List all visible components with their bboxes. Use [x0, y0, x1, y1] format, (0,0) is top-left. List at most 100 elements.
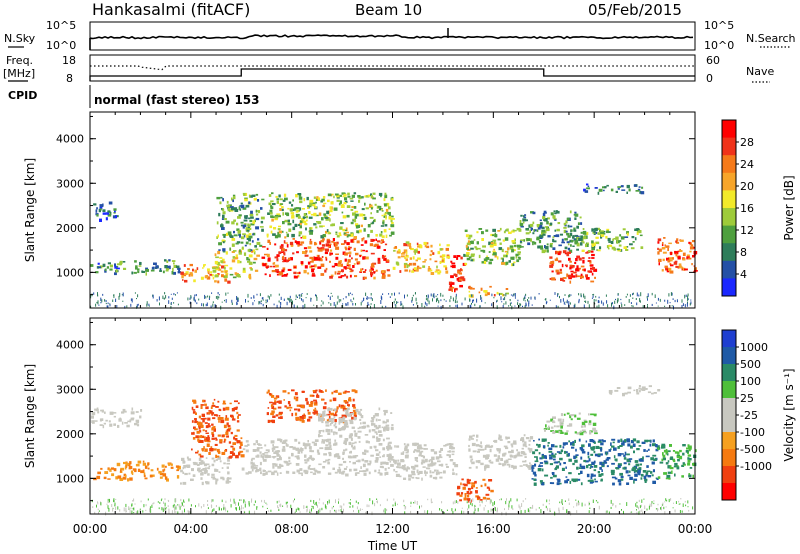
vel-cell — [315, 389, 318, 392]
vel-cell — [583, 419, 587, 422]
vel-cell — [276, 454, 280, 457]
vel-cell — [226, 435, 229, 438]
vel-noise-cell — [335, 509, 337, 513]
vel-cell — [602, 440, 606, 443]
power-cell — [674, 260, 678, 263]
vel-cell — [538, 438, 540, 441]
power-cell — [315, 226, 318, 229]
power-cell — [224, 278, 228, 282]
power-cell — [355, 223, 359, 227]
vel-cell — [445, 444, 449, 446]
power-cell — [582, 232, 586, 235]
power-cell — [556, 257, 558, 260]
vel-cell — [394, 462, 397, 465]
power-cell — [578, 238, 582, 242]
power-cell — [675, 266, 679, 268]
vel-cell — [413, 442, 418, 446]
power-cell — [173, 262, 175, 265]
vel-cell — [308, 404, 313, 407]
power-noise-cell — [528, 297, 530, 299]
vel-cell — [207, 423, 210, 426]
power-noise-cell — [602, 302, 604, 306]
vel-cell — [571, 478, 575, 482]
vel-cell — [343, 449, 346, 452]
vel-cell — [205, 430, 208, 432]
vel-cell — [380, 461, 383, 465]
vel-cell — [484, 467, 486, 471]
vel-cell — [606, 457, 611, 460]
power-cell — [585, 252, 589, 254]
power-cell — [559, 271, 563, 274]
vel-cell — [251, 468, 254, 472]
power-cell — [324, 217, 329, 219]
vel-noise-cell — [522, 500, 524, 503]
vel-cell — [276, 472, 279, 476]
vel-cell — [328, 415, 331, 420]
vel-cell — [538, 465, 542, 468]
vel-cell — [617, 446, 620, 449]
vel-cell — [421, 477, 423, 481]
power-cell — [380, 225, 385, 227]
vel-cell — [575, 455, 578, 459]
vel-cell — [357, 436, 361, 439]
power-cell — [578, 267, 581, 270]
power-cell — [417, 257, 421, 260]
vel-cell — [230, 431, 233, 435]
vel-noise-cell — [225, 508, 227, 512]
power-noise-cell — [195, 294, 197, 297]
power-cell — [393, 249, 396, 252]
vel-cell — [552, 455, 556, 458]
vel-cell — [417, 444, 422, 447]
power-cell — [543, 218, 545, 221]
vel-cell — [164, 465, 167, 468]
power-noise-cell — [470, 305, 472, 309]
power-cell — [554, 219, 557, 221]
power-cell — [257, 210, 261, 214]
vel-noise-cell — [660, 507, 661, 510]
power-noise-cell — [544, 298, 546, 300]
vel-cell — [573, 455, 576, 459]
vel-cell — [552, 416, 556, 419]
vel-cell — [347, 404, 350, 407]
power-noise-cell — [464, 297, 466, 301]
vel-cell — [668, 477, 671, 480]
power-cell — [283, 250, 285, 254]
vel-cell — [331, 391, 334, 395]
power-cell — [517, 247, 521, 250]
vel-noise-cell — [294, 511, 296, 514]
vel-cell — [646, 470, 651, 473]
power-cell — [469, 286, 473, 290]
vel-cell — [309, 455, 313, 458]
vel-cell — [360, 422, 362, 425]
vel-cell — [166, 478, 169, 482]
power-noise-cell — [562, 298, 564, 302]
power-cell — [358, 197, 362, 200]
vel-cell — [256, 469, 260, 472]
vel-cell — [308, 446, 312, 450]
vel-cell — [460, 492, 464, 495]
power-cell — [597, 191, 600, 195]
power-colorbar-tick-label: 24 — [740, 158, 754, 171]
vel-noise-cell — [341, 505, 343, 510]
vel-cell — [339, 434, 343, 438]
vel-cell — [468, 448, 471, 452]
vel-cell — [298, 441, 301, 445]
power-cell — [657, 238, 662, 242]
power-cell — [686, 254, 690, 257]
power-cell — [102, 209, 106, 212]
vel-cell — [271, 456, 274, 458]
vel-noise-cell — [165, 507, 167, 509]
vel-cell — [282, 446, 286, 449]
power-cell — [177, 271, 181, 274]
power-cell — [202, 267, 204, 269]
vel-noise-cell — [358, 509, 360, 513]
vel-cell — [213, 414, 218, 417]
vel-cell — [232, 442, 236, 445]
vel-cell — [378, 419, 381, 421]
vel-noise-cell — [221, 499, 223, 503]
vel-cell — [563, 413, 566, 416]
power-cell — [131, 271, 134, 275]
power-noise-cell — [690, 299, 692, 301]
vel-noise-cell — [290, 504, 292, 509]
power-cell — [511, 249, 515, 253]
